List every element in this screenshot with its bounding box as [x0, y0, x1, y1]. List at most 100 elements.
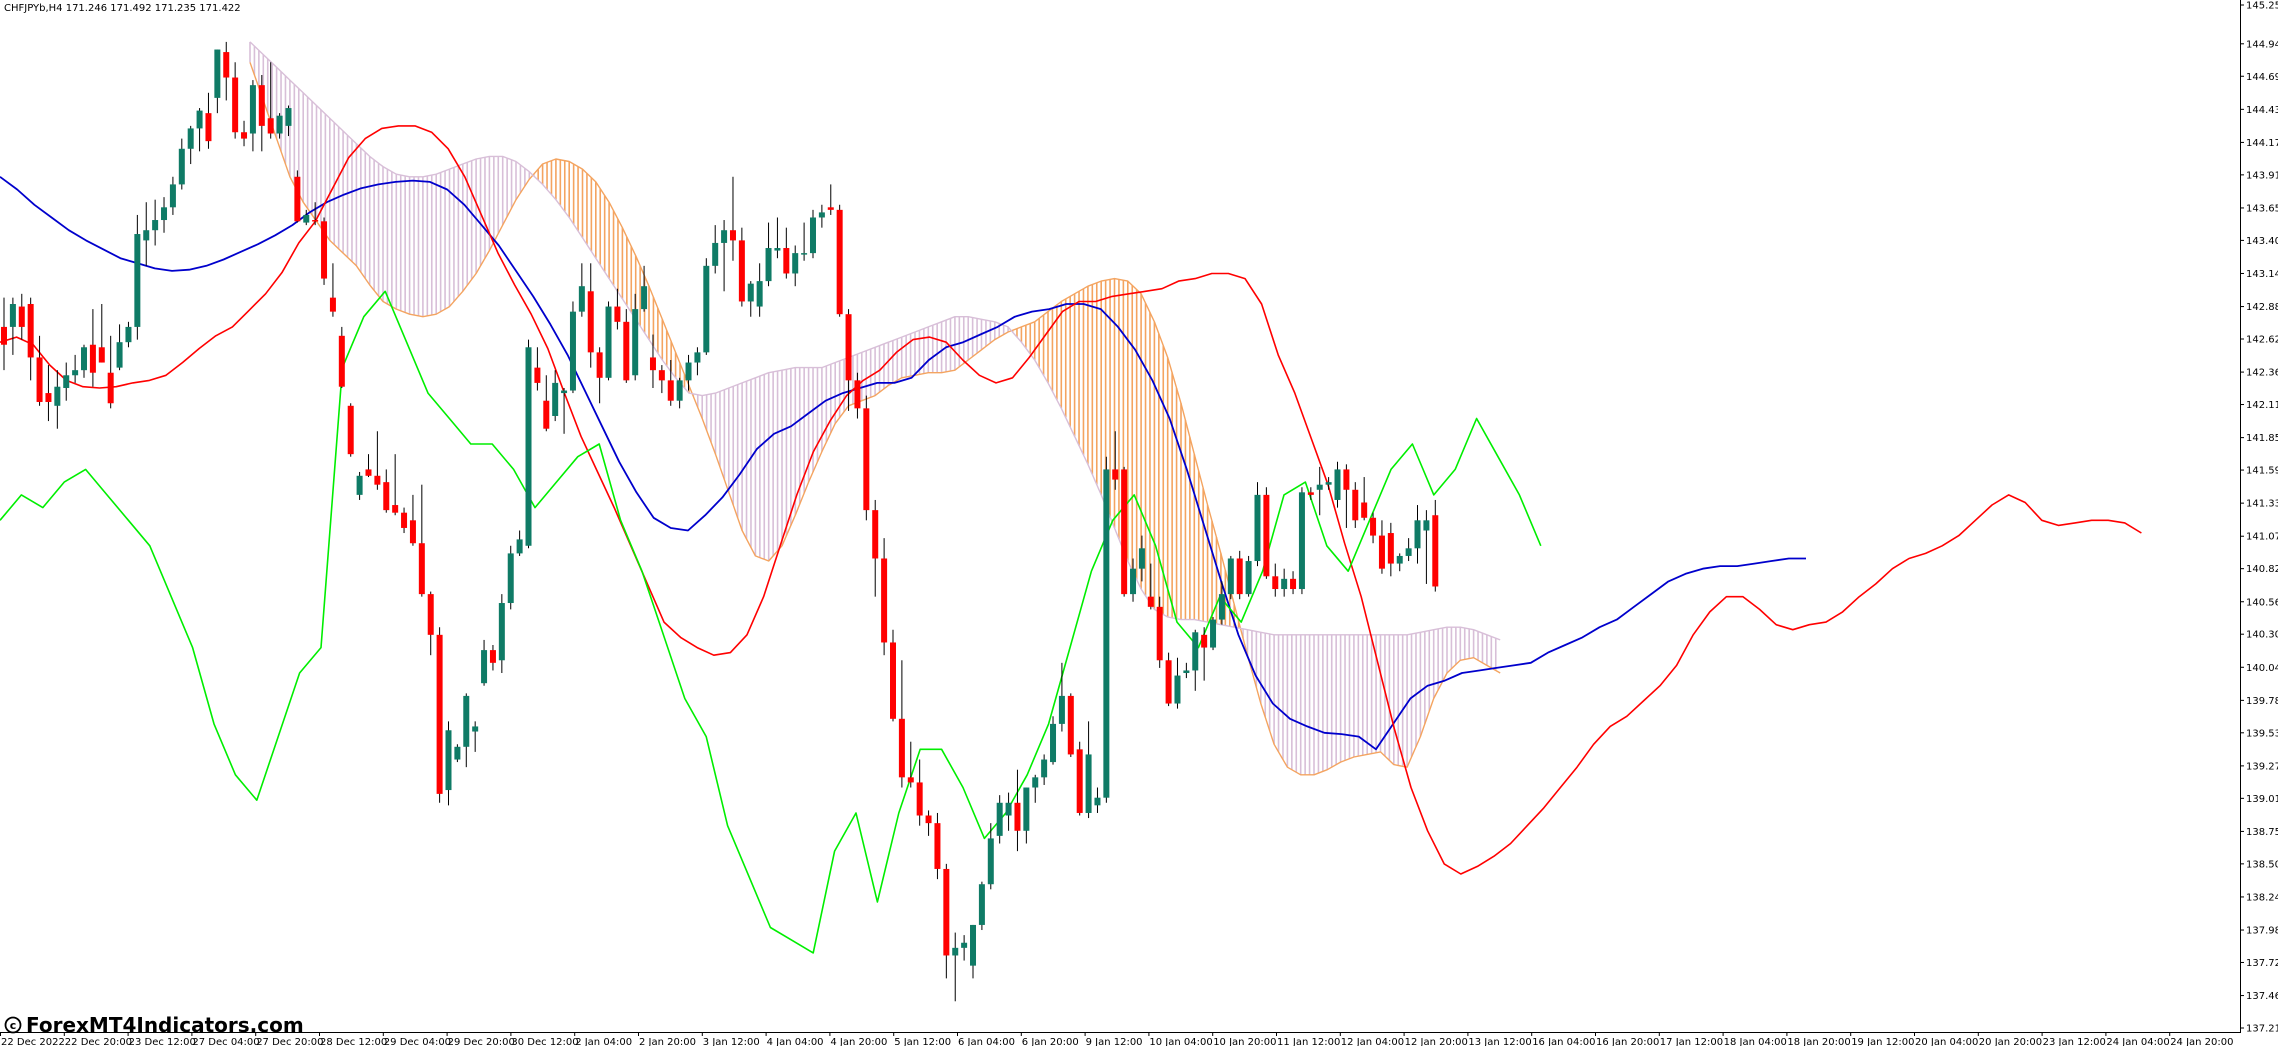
- candle-body: [783, 248, 790, 274]
- bear-candle: [827, 184, 834, 215]
- bear-candle: [916, 759, 923, 826]
- bear-candle: [1378, 520, 1385, 574]
- candle-body: [312, 220, 319, 222]
- bear-candle: [596, 347, 603, 404]
- bull-candle: [54, 370, 61, 429]
- time-tick-label: 18 Jan 04:00: [1724, 1037, 1787, 1046]
- candle-body: [587, 291, 594, 353]
- bull-candle: [747, 281, 754, 317]
- candle-body: [1334, 469, 1341, 500]
- bear-candle: [1121, 466, 1128, 597]
- bear-candle: [241, 120, 248, 147]
- candle-body: [1112, 469, 1119, 480]
- bull-candle: [605, 301, 612, 381]
- candle-body: [1378, 535, 1385, 569]
- candle-body: [98, 347, 105, 363]
- candle-body: [1263, 494, 1270, 577]
- candle-body: [481, 650, 488, 684]
- candle-body: [338, 335, 345, 387]
- bear-candle: [1432, 499, 1439, 592]
- candle-body: [196, 110, 203, 129]
- candle-body: [267, 118, 274, 134]
- bear-candle: [836, 204, 843, 317]
- candle-body: [241, 132, 248, 139]
- price-tick-label: 137.210: [2246, 1024, 2278, 1035]
- candle-body: [898, 718, 905, 778]
- candle-body: [987, 838, 994, 885]
- candle-body: [1041, 759, 1048, 778]
- price-tick-label: 137.725: [2246, 958, 2278, 969]
- candle-body: [1005, 802, 1012, 816]
- candle-body: [392, 505, 399, 513]
- time-tick-label: 20 Jan 04:00: [1915, 1037, 1978, 1046]
- bull-candle: [463, 693, 470, 768]
- bull-candle: [1174, 657, 1181, 709]
- price-tick-label: 141.335: [2246, 499, 2278, 510]
- bear-candle: [1156, 596, 1163, 668]
- bull-candle: [125, 321, 132, 348]
- candle-body: [294, 176, 301, 222]
- price-tick-label: 141.850: [2246, 433, 2278, 444]
- candle-body: [569, 311, 576, 391]
- candle-body: [72, 370, 79, 376]
- bear-candle: [329, 263, 336, 317]
- candle-body: [872, 510, 879, 559]
- candle-body: [1236, 558, 1243, 595]
- bear-candle: [649, 334, 656, 388]
- bull-candle: [516, 530, 523, 556]
- bear-candle: [845, 309, 852, 411]
- bear-candle: [1272, 563, 1279, 597]
- bull-candle: [987, 823, 994, 890]
- bear-candle: [294, 170, 301, 223]
- candle-body: [525, 347, 532, 546]
- bull-candle: [1325, 477, 1332, 490]
- candle-body: [1165, 660, 1172, 704]
- price-tick-label: 144.170: [2246, 138, 2278, 149]
- bull-candle: [1334, 461, 1341, 508]
- bull-candle: [1396, 553, 1403, 572]
- candle-body: [747, 283, 754, 302]
- candle-body: [81, 347, 88, 371]
- time-tick-label: 18 Jan 20:00: [1787, 1037, 1850, 1046]
- bull-candle: [765, 222, 772, 287]
- time-tick-label: 17 Jan 12:00: [1660, 1037, 1723, 1046]
- bear-candle: [1263, 487, 1270, 579]
- bull-candle: [1245, 555, 1252, 597]
- bear-candle: [312, 202, 319, 226]
- price-tick-label: 140.820: [2246, 564, 2278, 575]
- candle-body: [738, 240, 745, 302]
- price-tick-label: 144.690: [2246, 72, 2278, 83]
- bull-candle: [249, 80, 256, 152]
- bear-candle: [872, 499, 879, 597]
- time-tick-label: 6 Jan 20:00: [1022, 1037, 1079, 1046]
- candle-body: [409, 520, 416, 544]
- bear-candle: [738, 227, 745, 307]
- bear-candle: [392, 454, 399, 516]
- candle-body: [614, 306, 621, 322]
- bull-candle: [694, 347, 701, 376]
- bull-candle: [1414, 505, 1421, 564]
- candle-body: [1023, 787, 1030, 831]
- candle-body: [498, 603, 505, 661]
- candle-body: [63, 375, 70, 388]
- price-tick-label: 142.880: [2246, 302, 2278, 313]
- bull-candle: [178, 138, 185, 190]
- bull-candle: [1316, 466, 1323, 516]
- candle-body: [116, 342, 123, 368]
- bull-candle: [1094, 787, 1101, 813]
- bear-candle: [418, 484, 425, 597]
- candle-body: [978, 884, 985, 925]
- candle-body: [507, 553, 514, 604]
- candle-body: [827, 207, 834, 210]
- time-tick-label: 6 Jan 04:00: [958, 1037, 1015, 1046]
- bull-candle: [1254, 482, 1261, 567]
- time-tick-label: 12 Jan 04:00: [1341, 1037, 1404, 1046]
- candle-body: [685, 362, 692, 381]
- time-tick-label: 16 Jan 04:00: [1532, 1037, 1595, 1046]
- candle-body: [943, 868, 950, 956]
- bear-candle: [614, 288, 621, 330]
- bear-candle: [1352, 482, 1359, 528]
